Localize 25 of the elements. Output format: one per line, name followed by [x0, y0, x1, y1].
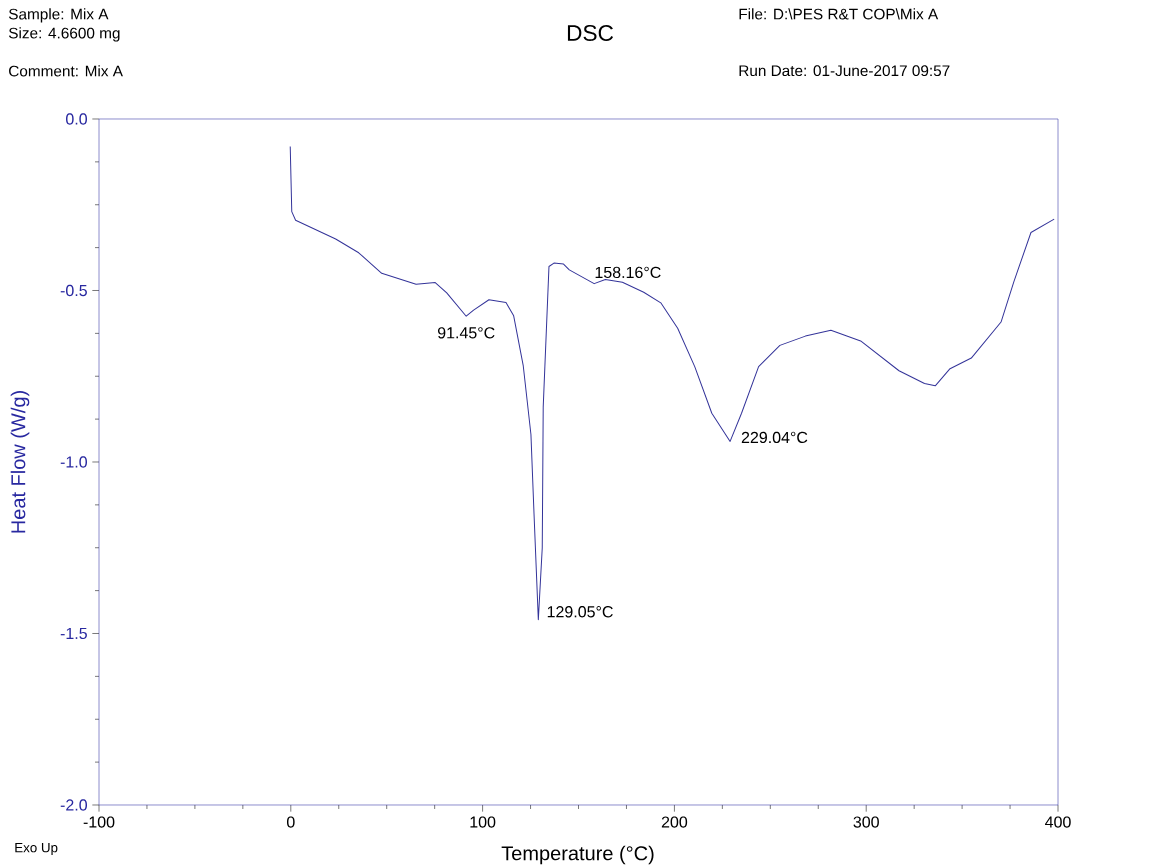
y-tick-label: -2.0 [60, 799, 88, 811]
x-tick-label: 200 [661, 816, 688, 828]
text: Comment: Mix A [9, 65, 123, 77]
x-tick-label: 0 [286, 816, 295, 828]
x-tick-label: 300 [853, 816, 879, 828]
y-tick-label: -1.0 [60, 456, 88, 468]
x-tick-label: 400 [1045, 816, 1071, 828]
x-tick-label: 100 [470, 816, 496, 828]
text: File: D:\PES R&T COP\Mix A [739, 8, 939, 20]
y-axis-title: Heat Flow (W/g) [10, 391, 30, 533]
chart-title: DSC [567, 24, 614, 42]
y-tick-label: -1.5 [60, 627, 87, 640]
y-tick-label: 0.0 [66, 113, 88, 125]
text: Sample: Mix A [8, 8, 109, 23]
text: Run Date: 01-June-2017 09:57 [739, 65, 950, 77]
annotation: 158.16°C [595, 266, 661, 279]
text: Size: 4.6600 mg [8, 27, 120, 42]
line-series [289, 145, 1055, 621]
annotation: 229.04°C [741, 431, 808, 444]
x-axis-title: Temperature (°C) [501, 845, 654, 865]
text: Exo Up [15, 843, 58, 855]
x-tick-label: -100 [83, 816, 115, 828]
y-tick-label: -0.5 [60, 284, 87, 297]
annotation: 91.45°C [437, 327, 495, 339]
annotation: 129.05°C [547, 606, 613, 618]
